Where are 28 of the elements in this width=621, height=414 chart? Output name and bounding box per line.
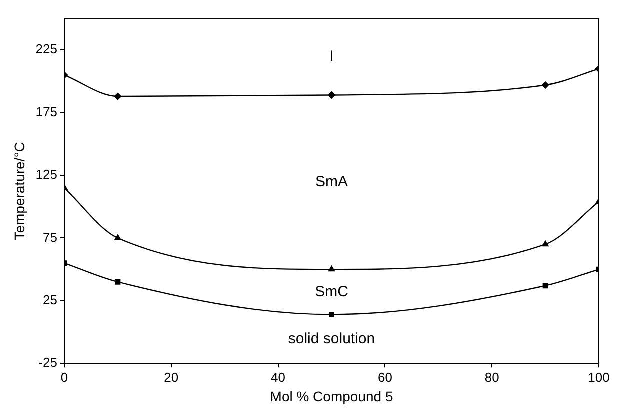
point bbox=[329, 312, 334, 318]
point bbox=[542, 240, 549, 247]
annotation: SmC bbox=[315, 283, 349, 300]
point bbox=[328, 92, 336, 99]
y-tick-label: 75 bbox=[43, 230, 58, 245]
point bbox=[328, 266, 335, 272]
x-tick-label: 60 bbox=[378, 370, 392, 385]
point bbox=[115, 279, 121, 285]
x-tick-label: 20 bbox=[164, 370, 179, 385]
line-series bbox=[64, 260, 599, 318]
y-tick-label: -25 bbox=[38, 355, 58, 370]
x-tick-label: 80 bbox=[484, 370, 500, 385]
point bbox=[542, 82, 550, 89]
x-tick-label: 40 bbox=[271, 370, 286, 385]
y-tick-label: 225 bbox=[36, 42, 58, 57]
point bbox=[114, 92, 122, 100]
annotation: solid solution bbox=[288, 330, 376, 348]
x-axis-title: Mol % Compound 5 bbox=[270, 388, 394, 404]
x-tick-label: 100 bbox=[588, 370, 610, 385]
y-axis-title: Temperature/°C bbox=[11, 142, 28, 240]
y-tick-label: 25 bbox=[43, 292, 58, 308]
annotation: I bbox=[330, 48, 334, 66]
annotation: SmA bbox=[315, 174, 348, 191]
y-tick-label: 125 bbox=[36, 167, 58, 182]
point bbox=[114, 234, 122, 240]
point bbox=[542, 283, 548, 289]
y-tick-label: 175 bbox=[36, 104, 58, 120]
x-tick-label: 0 bbox=[60, 370, 68, 385]
